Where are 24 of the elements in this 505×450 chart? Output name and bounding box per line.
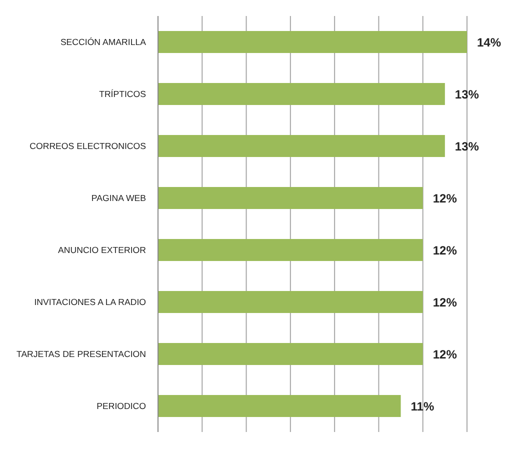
- bar: [158, 31, 467, 53]
- y-tick-label: TARJETAS DE PRESENTACION: [16, 349, 146, 360]
- bar: [158, 395, 401, 417]
- y-tick-label: TRÍPTICOS: [99, 89, 146, 100]
- data-label: 12%: [432, 295, 458, 310]
- y-tick-label: ANUNCIO EXTERIOR: [58, 245, 146, 256]
- bar: [158, 187, 423, 209]
- data-label: 11%: [410, 399, 434, 414]
- data-label: 14%: [477, 35, 502, 50]
- bar: [158, 343, 423, 365]
- bar: [158, 239, 423, 261]
- data-label: 12%: [432, 191, 458, 206]
- y-tick-label: PAGINA WEB: [91, 193, 146, 204]
- bar: [158, 83, 445, 105]
- y-tick-label: INVITACIONES A LA RADIO: [34, 297, 146, 308]
- data-label: 12%: [432, 243, 458, 258]
- data-label: 13%: [454, 139, 480, 154]
- data-label: 13%: [454, 87, 480, 102]
- data-label: 12%: [432, 347, 458, 362]
- y-tick-label: PERIODICO: [96, 401, 146, 412]
- bar: [158, 135, 445, 157]
- bar: [158, 291, 423, 313]
- y-tick-label: SECCIÓN AMARILLA: [60, 37, 146, 48]
- y-tick-label: CORREOS ELECTRONICOS: [30, 141, 146, 152]
